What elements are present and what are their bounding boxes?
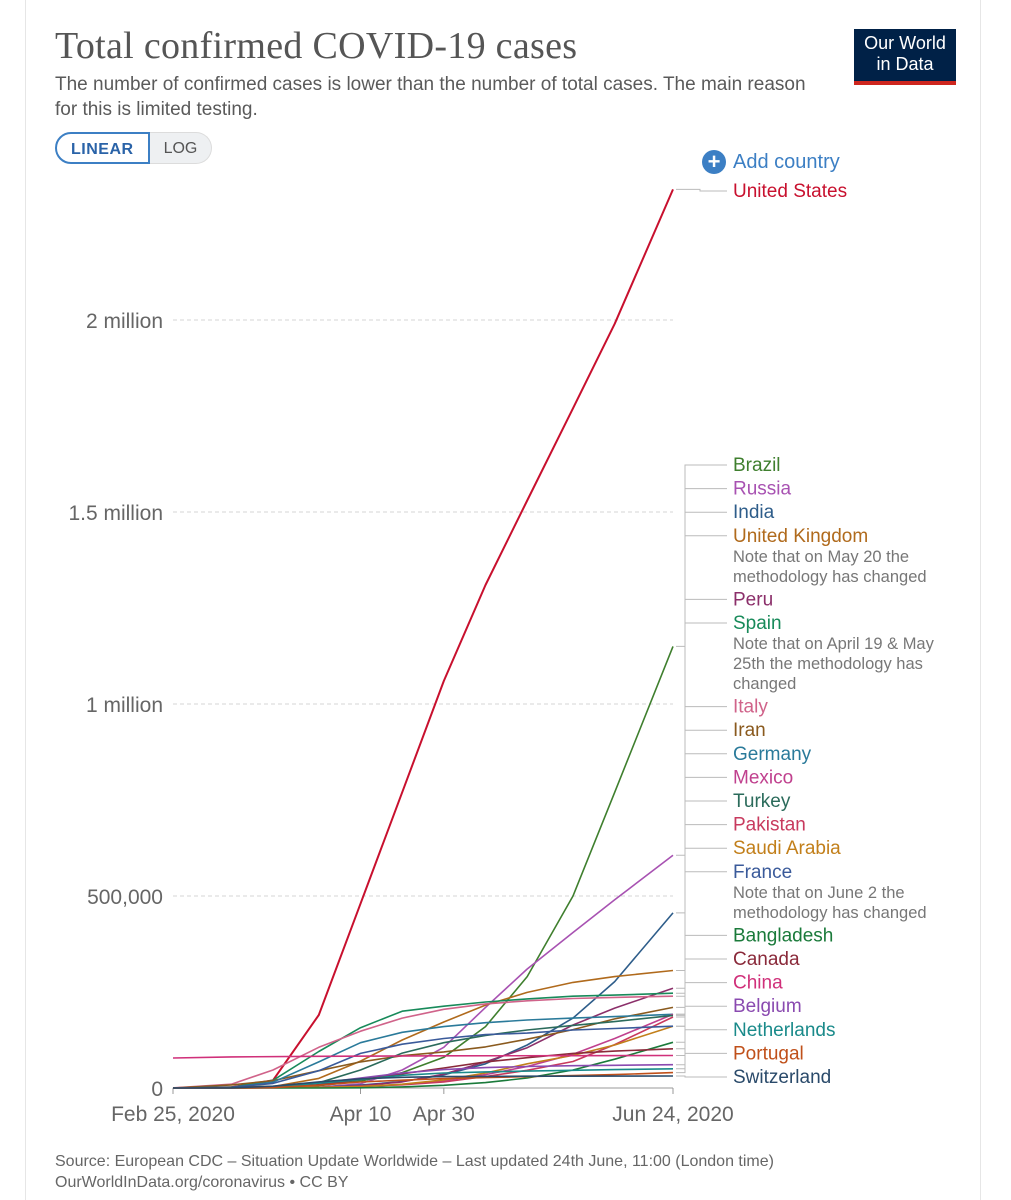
y-tick-label: 1.5 million <box>68 502 163 525</box>
grid-lines <box>173 319 673 1089</box>
legend-note: changed <box>733 675 796 693</box>
series-line-germany[interactable] <box>172 1013 674 1089</box>
legend-note: Note that on April 19 & May <box>733 635 935 653</box>
legend-connector <box>676 871 727 1027</box>
legend-label-united-kingdom[interactable]: United Kingdom <box>733 526 868 547</box>
legend-label-china[interactable]: China <box>733 973 783 994</box>
legend-label-bangladesh[interactable]: Bangladesh <box>733 925 833 946</box>
legend-label-russia[interactable]: Russia <box>733 479 792 500</box>
y-axis-ticks: 0 500,000 1 million 1.5 million 2 million <box>68 310 163 1101</box>
series-line-iran[interactable] <box>172 1006 674 1089</box>
legend-connector <box>676 488 727 856</box>
legend-connector <box>676 598 727 989</box>
logo-accent-bar <box>854 81 956 85</box>
y-tick-label: 0 <box>151 1078 163 1101</box>
legend-label-india[interactable]: India <box>733 502 775 523</box>
add-country-button[interactable]: + Add country <box>702 150 840 174</box>
x-tick-label: Feb 25, 2020 <box>111 1103 235 1126</box>
chart-subtitle: The number of confirmed cases is lower t… <box>55 74 806 120</box>
legend-label-saudi-arabia[interactable]: Saudi Arabia <box>733 838 841 859</box>
series-line-peru[interactable] <box>172 987 674 1089</box>
y-tick-label: 2 million <box>86 310 163 333</box>
legend-label-spain[interactable]: Spain <box>733 613 782 634</box>
plus-icon: + <box>702 150 726 174</box>
legend-connector <box>676 706 727 997</box>
legend-label-switzerland[interactable]: Switzerland <box>733 1067 831 1088</box>
legend-note: methodology has changed <box>733 568 927 586</box>
legend-note: Note that on May 20 the <box>733 548 909 566</box>
legend-connector <box>676 729 727 1008</box>
legend-connector <box>676 958 727 1050</box>
series-line-india[interactable] <box>172 912 674 1089</box>
x-tick-label: Apr 30 <box>413 1103 475 1126</box>
linear-scale-button[interactable]: LINEAR <box>55 132 150 164</box>
legend-label-united-states[interactable]: United States <box>733 181 847 202</box>
series-lines <box>172 189 674 1089</box>
chart-frame <box>25 0 981 1200</box>
legend-label-belgium[interactable]: Belgium <box>733 996 802 1017</box>
logo-line-2: in Data <box>876 54 934 74</box>
legend-connector <box>676 1052 727 1074</box>
legend-label-iran[interactable]: Iran <box>733 720 766 741</box>
legend-label-brazil[interactable]: Brazil <box>733 455 781 476</box>
x-tick-label: Jun 24, 2020 <box>612 1103 733 1126</box>
legend-connector <box>676 535 727 971</box>
legend-connector <box>676 753 727 1015</box>
log-scale-button[interactable]: LOG <box>149 132 213 164</box>
legend-connector <box>676 464 727 647</box>
legend-label-france[interactable]: France <box>733 862 792 883</box>
legend-connector <box>676 188 727 192</box>
legend-label-canada[interactable]: Canada <box>733 949 800 970</box>
add-country-label: Add country <box>733 150 840 173</box>
legend-connector <box>676 1075 727 1078</box>
chart-title: Total confirmed COVID-19 cases <box>55 25 578 67</box>
series-line-united-states[interactable] <box>172 189 674 1089</box>
legend-connector <box>676 511 727 914</box>
series-line-china[interactable] <box>172 1054 674 1059</box>
legend-connector <box>676 800 727 1016</box>
legend-note: methodology has changed <box>733 904 927 922</box>
series-line-france[interactable] <box>172 1025 674 1089</box>
x-tick-label: Apr 10 <box>330 1103 392 1126</box>
legend-connectors <box>676 188 727 1078</box>
legend-label-portugal[interactable]: Portugal <box>733 1043 804 1064</box>
series-line-united-kingdom[interactable] <box>172 969 674 1089</box>
legend-connector <box>676 776 727 1015</box>
source-line-1: Source: European CDC – Situation Update … <box>55 1153 774 1170</box>
x-axis-ticks: Feb 25, 2020 Apr 10 Apr 30 Jun 24, 2020 <box>111 1088 734 1126</box>
y-tick-label: 1 million <box>86 694 163 717</box>
legend-note: Note that on June 2 the <box>733 884 905 902</box>
legend-label-germany[interactable]: Germany <box>733 744 812 765</box>
y-tick-label: 500,000 <box>87 886 163 909</box>
legend-label-italy[interactable]: Italy <box>733 697 768 718</box>
series-line-bangladesh[interactable] <box>173 1041 674 1089</box>
source-line-2[interactable]: OurWorldInData.org/coronavirus • CC BY <box>55 1174 349 1191</box>
legend-connector <box>676 622 727 994</box>
legend-connector <box>676 1029 727 1070</box>
legend-label-turkey[interactable]: Turkey <box>733 791 791 812</box>
legend-label-netherlands[interactable]: Netherlands <box>733 1020 835 1041</box>
logo-line-1: Our World <box>864 33 946 53</box>
legend-label-mexico[interactable]: Mexico <box>733 767 793 788</box>
series-line-switzerland[interactable] <box>172 1075 674 1089</box>
legend-note: 25th the methodology has <box>733 655 923 673</box>
series-line-brazil[interactable] <box>172 646 674 1089</box>
series-line-italy[interactable] <box>172 995 674 1089</box>
legend-connector <box>676 847 727 1027</box>
legend-label-peru[interactable]: Peru <box>733 589 773 610</box>
legend-label-pakistan[interactable]: Pakistan <box>733 815 806 836</box>
source-note: Source: European CDC – Situation Update … <box>55 1151 774 1193</box>
owid-logo[interactable]: Our World in Data <box>854 29 956 85</box>
scale-toggle: LINEAR LOG <box>55 132 213 164</box>
